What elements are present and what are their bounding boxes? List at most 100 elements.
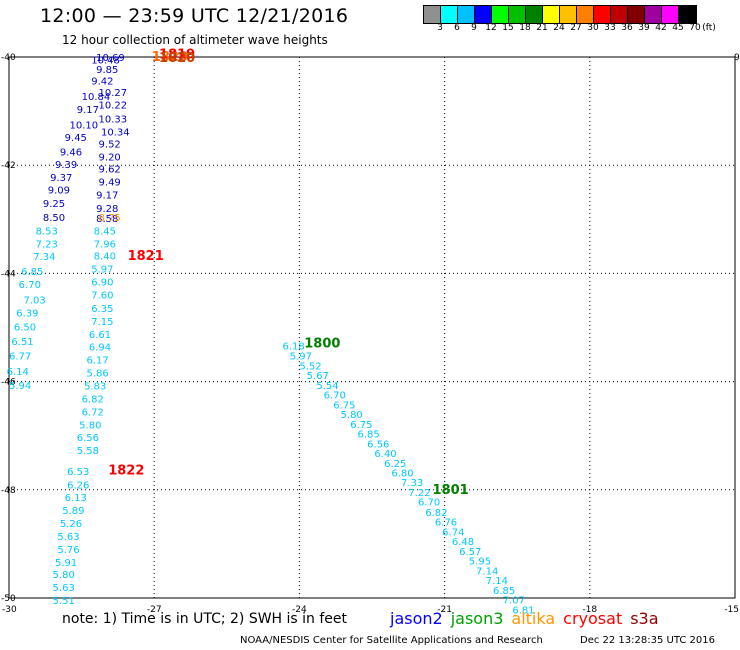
wave-height-value: 7.96 — [94, 240, 116, 251]
wave-height-value: 6.70 — [324, 391, 346, 402]
color-scale-label: 27 — [570, 23, 582, 33]
map-frame — [8, 56, 736, 599]
longitude-tick-label: -24 — [292, 605, 307, 615]
wave-height-value: 6.50 — [14, 322, 36, 333]
legend-item-cryosat: cryosat — [563, 609, 623, 628]
wave-height-value: 6.82 — [425, 508, 447, 519]
wave-height-value: 7.23 — [36, 240, 58, 251]
color-scale-swatch — [662, 6, 679, 23]
wave-height-value: 6.13 — [65, 493, 87, 504]
map-grid — [8, 56, 736, 599]
wave-height-value: 6.56 — [77, 433, 99, 444]
wave-height-value: 10.33 — [99, 115, 128, 126]
color-scale-swatch — [492, 6, 509, 23]
wave-height-value: 8.53 — [36, 227, 58, 238]
wave-height-value: 5.51 — [53, 596, 75, 607]
time-label: 1820 — [152, 50, 188, 65]
wave-height-value: 8.45 — [94, 227, 116, 238]
latitude-tick-label: -42 — [1, 161, 16, 171]
wave-height-value: 5.76 — [57, 545, 79, 556]
color-scale-label: 42 — [655, 23, 667, 33]
wave-height-value: 7.07 — [503, 596, 525, 607]
wave-height-value: 6.14 — [7, 367, 29, 378]
wave-height-value: 9.46 — [60, 148, 82, 159]
page-subtitle: 12 hour collection of altimeter wave hei… — [62, 33, 328, 47]
color-scale-label: 36 — [621, 23, 633, 33]
wave-height-value: 6.74 — [442, 527, 464, 538]
wave-height-value: 5.97 — [91, 265, 113, 276]
wave-height-value: 9.09 — [48, 186, 70, 197]
wave-height-value: 5.80 — [53, 570, 75, 581]
wave-height-value: 6.51 — [11, 337, 33, 348]
latitude-tick-label: -40 — [1, 53, 16, 63]
legend-item-jason3: jason3 — [450, 609, 504, 628]
wave-height-value: 9.25 — [43, 199, 65, 210]
wave-height-value: 10.27 — [99, 88, 128, 99]
color-scale — [423, 5, 697, 24]
color-scale-label: 70 — [689, 23, 701, 33]
wave-height-value: 6.35 — [91, 304, 113, 315]
wave-height-value: 9.17 — [96, 190, 118, 201]
wave-height-value: 6.85 — [21, 267, 43, 278]
wave-height-value: 6.17 — [86, 355, 108, 366]
wave-height-value: 10.69 — [96, 53, 125, 64]
color-scale-swatch — [424, 6, 441, 23]
wave-height-labels: 10.6910.489.859.4210.2710.8410.229.1710.… — [7, 50, 535, 616]
axis-tick-labels: -30 -27 -24 -21 -18 -15 -40 -42 -44 -46 -48 -50 9 — [1, 53, 740, 615]
wave-height-value: 9.28 — [96, 204, 118, 215]
wave-height-value: 6.82 — [82, 394, 104, 405]
wave-height-value: 5.80 — [341, 410, 363, 421]
color-scale-label: 45 — [672, 23, 684, 33]
legend-item-altika: altika — [511, 609, 556, 628]
wave-height-value: 10.10 — [70, 121, 99, 132]
time-label: 1800 — [304, 337, 340, 352]
wave-height-value: 7.14 — [476, 566, 498, 577]
longitude-tick-label: -27 — [147, 605, 162, 615]
wave-height-value: 10.34 — [101, 128, 130, 139]
time-label: 1801 — [433, 483, 469, 498]
wave-height-value: 6.40 — [374, 449, 396, 460]
color-scale-swatch — [611, 6, 628, 23]
color-scale-label: 21 — [536, 23, 548, 33]
wave-height-value: 6.90 — [91, 278, 113, 289]
longitude-tick-label: -21 — [437, 605, 452, 615]
wave-height-value: 6.72 — [82, 407, 104, 418]
wave-height-value: 5.80 — [79, 420, 101, 431]
wave-height-value: 5.91 — [55, 558, 77, 569]
wave-height-value: 9.20 — [99, 153, 121, 164]
color-scale-label: 24 — [553, 23, 565, 33]
wave-height-value: 5.52 — [299, 361, 321, 372]
color-scale-label: 12 — [485, 23, 497, 33]
wave-height-value: 9.45 — [65, 133, 87, 144]
color-scale-swatch — [441, 6, 458, 23]
wave-height-value: 5.58 — [77, 446, 99, 457]
wave-height-value: 7.14 — [486, 576, 508, 587]
latitude-tick-label: -50 — [1, 594, 16, 604]
wave-height-value: 9.39 — [55, 160, 77, 171]
wave-height-value: 6.75 — [333, 400, 355, 411]
wave-height-value: 5.26 — [60, 519, 82, 530]
wave-height-value: 5.63 — [53, 583, 75, 594]
wave-height-value: 6.18 — [282, 341, 304, 352]
wave-height-value: 10.48 — [91, 56, 120, 67]
wave-height-value: 6.94 — [89, 342, 111, 353]
wave-height-value: 5.67 — [307, 371, 329, 382]
color-scale-label: 9 — [471, 23, 477, 33]
legend-item-s3a: s3a — [630, 609, 659, 628]
wave-height-value: 7.34 — [33, 252, 55, 263]
time-label: 1820 — [159, 51, 195, 66]
wave-height-value: 10.22 — [99, 101, 128, 112]
longitude-tick-label: -18 — [582, 605, 597, 615]
color-scale-label: 33 — [604, 23, 616, 33]
color-scale-label: 30 — [587, 23, 599, 33]
color-scale-swatch — [679, 6, 696, 23]
color-scale-swatch — [628, 6, 645, 23]
latitude-tick-label: -46 — [1, 378, 16, 388]
wave-height-value: 7.33 — [401, 478, 423, 489]
wave-height-value: 8.58 — [96, 214, 118, 225]
wave-height-value: 5.63 — [57, 532, 79, 543]
latitude-tick-label: -44 — [1, 269, 16, 279]
longitude-tick-label: -15 — [724, 605, 739, 615]
